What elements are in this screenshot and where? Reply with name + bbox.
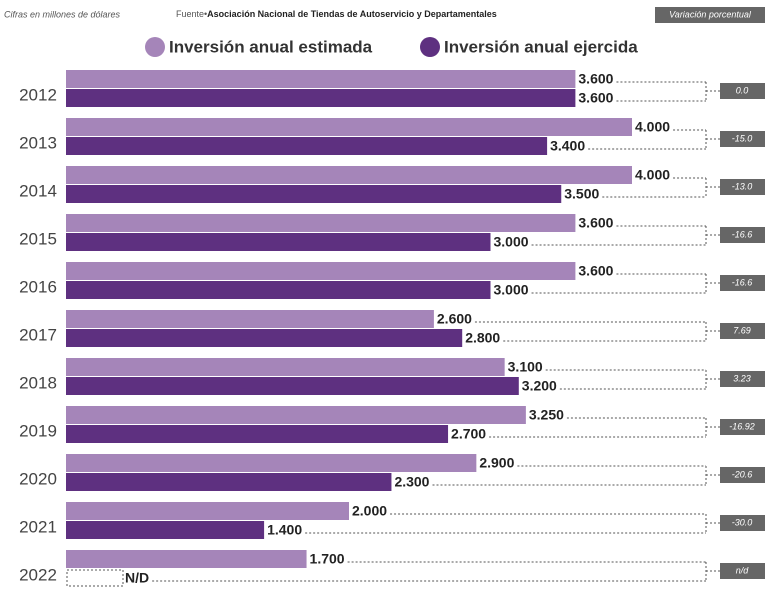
variation-box (720, 419, 765, 435)
value-label: 1.400 (267, 522, 302, 538)
bar (66, 425, 449, 443)
variation-box (720, 227, 765, 243)
value-label: 1.700 (310, 551, 345, 567)
bar (66, 550, 307, 568)
year-label: 2018 (19, 373, 57, 392)
year-label: 2021 (19, 517, 57, 536)
value-label: 3.200 (522, 378, 557, 394)
bar (66, 358, 505, 376)
variation-label: -16.92 (729, 421, 755, 431)
variation-label: -30.0 (732, 517, 753, 527)
variation-box (720, 563, 765, 579)
year-label: 2016 (19, 277, 57, 296)
note: Cifras en millones de dólares (4, 9, 121, 19)
value-label: 3.100 (508, 359, 543, 375)
value-label: 3.600 (578, 215, 613, 231)
variation-label: n/d (736, 565, 750, 575)
bar (66, 214, 576, 232)
year-label: 2014 (19, 181, 57, 200)
year-label: 2015 (19, 229, 57, 248)
variation-box (720, 467, 765, 483)
bar (66, 281, 491, 299)
value-label: 2.000 (352, 503, 387, 519)
value-label: 3.600 (578, 71, 613, 87)
variation-label: -20.6 (732, 469, 753, 479)
value-label: 2.300 (394, 474, 429, 490)
missing-bar (66, 569, 124, 587)
legend-label: Inversión anual ejercida (444, 37, 638, 56)
bar (66, 89, 576, 107)
variation-title: Variación porcentual (669, 9, 752, 19)
variation-box (720, 275, 765, 291)
bar (66, 233, 491, 251)
bar (66, 118, 632, 136)
value-label: 3.500 (564, 186, 599, 202)
variation-label: -16.6 (732, 229, 753, 239)
legend-swatch (145, 37, 165, 57)
bar (66, 406, 526, 424)
variation-box (720, 83, 765, 99)
bar (66, 310, 434, 328)
value-label: 2.600 (437, 311, 472, 327)
year-label: 2020 (19, 469, 57, 488)
source: Asociación Nacional de Tiendas de Autose… (207, 9, 497, 19)
bar (66, 137, 548, 155)
value-label: 3.250 (529, 407, 564, 423)
variation-box (720, 179, 765, 195)
value-label: 4.000 (635, 167, 670, 183)
variation-title-box (655, 7, 765, 23)
variation-label: -16.6 (732, 277, 753, 287)
value-label: N/D (125, 570, 149, 586)
variation-box (720, 515, 765, 531)
bar (66, 329, 463, 347)
value-label: 2.900 (479, 455, 514, 471)
year-label: 2019 (19, 421, 57, 440)
source-label: Fuente• (176, 9, 207, 19)
value-label: 2.800 (465, 330, 500, 346)
bar (66, 521, 265, 539)
bar (66, 454, 477, 472)
bar (66, 502, 349, 520)
variation-box (720, 323, 765, 339)
value-label: 2.700 (451, 426, 486, 442)
value-label: 3.600 (578, 263, 613, 279)
value-label: 3.400 (550, 138, 585, 154)
bar (66, 70, 576, 88)
bar (66, 473, 392, 491)
value-label: 3.000 (494, 234, 529, 250)
bar (66, 166, 632, 184)
legend-swatch (420, 37, 440, 57)
bar (66, 262, 576, 280)
year-label: 2017 (19, 325, 57, 344)
year-label: 2022 (19, 565, 57, 584)
variation-label: -15.0 (732, 133, 753, 143)
value-label: 4.000 (635, 119, 670, 135)
variation-box (720, 131, 765, 147)
variation-label: 0.0 (736, 85, 749, 95)
year-label: 2013 (19, 133, 57, 152)
bar (66, 185, 562, 203)
variation-label: 7.69 (733, 325, 751, 335)
year-label: 2012 (19, 85, 57, 104)
value-label: 3.600 (578, 90, 613, 106)
bar (66, 377, 519, 395)
legend-label: Inversión anual estimada (169, 37, 373, 56)
variation-label: -13.0 (732, 181, 753, 191)
source-line: Fuente•Asociación Nacional de Tiendas de… (176, 9, 497, 19)
variation-label: 3.23 (733, 373, 751, 383)
value-label: 3.000 (494, 282, 529, 298)
variation-box (720, 371, 765, 387)
